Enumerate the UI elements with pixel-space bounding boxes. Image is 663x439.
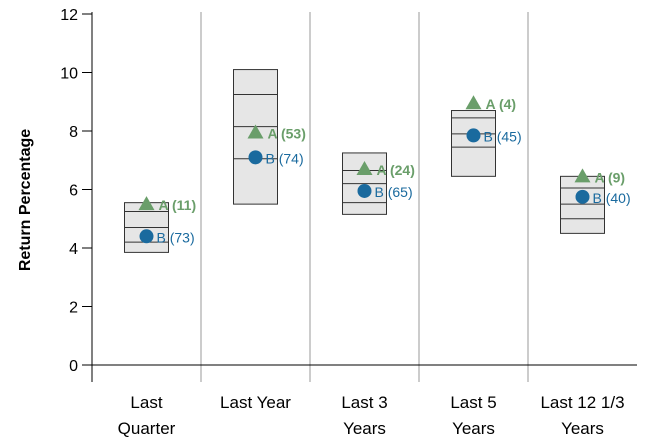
marker-b-circle bbox=[248, 150, 263, 165]
x-category-label: Quarter bbox=[118, 419, 176, 438]
marker-a-triangle bbox=[574, 168, 591, 183]
marker-a-triangle bbox=[247, 124, 264, 139]
x-category-label: Years bbox=[343, 419, 386, 438]
marker-a-triangle bbox=[138, 196, 155, 211]
marker-b-circle bbox=[466, 128, 481, 143]
marker-b-label: B (45) bbox=[484, 128, 522, 144]
marker-b-circle bbox=[575, 189, 590, 204]
x-category-label: Years bbox=[452, 419, 495, 438]
marker-a-label: A (9) bbox=[595, 169, 626, 185]
marker-a-label: A (11) bbox=[159, 197, 197, 213]
marker-b-label: B (40) bbox=[593, 190, 631, 206]
range-boxes bbox=[124, 69, 605, 253]
labels: Last Quarter Last Year Last 3 Years Last 5 Yea… bbox=[118, 96, 631, 438]
marker-b-label: B (74) bbox=[266, 150, 304, 166]
x-category-label: Last bbox=[130, 393, 162, 412]
y-tick-label: 12 bbox=[60, 7, 78, 24]
y-tick-label: 0 bbox=[69, 358, 78, 375]
marker-b-circle bbox=[357, 183, 372, 198]
axes: 0 2 4 6 8 10 12 bbox=[60, 7, 637, 382]
x-category-label: Last Year bbox=[220, 393, 291, 412]
marker-a-triangle bbox=[356, 161, 373, 176]
range-box bbox=[560, 175, 605, 234]
x-category-label: Last 5 bbox=[450, 393, 496, 412]
marker-b-label: B (65) bbox=[375, 184, 413, 200]
x-category-label: Years bbox=[561, 419, 604, 438]
marker-a-label: A (53) bbox=[268, 125, 306, 141]
markers bbox=[138, 95, 591, 244]
marker-a-label: A (4) bbox=[486, 96, 517, 112]
marker-a-triangle bbox=[465, 95, 482, 110]
x-category-label: Last 3 bbox=[341, 393, 387, 412]
y-tick-label: 2 bbox=[69, 300, 78, 317]
y-tick-label: 10 bbox=[60, 66, 78, 83]
marker-b-label: B (73) bbox=[157, 229, 195, 245]
y-tick-label: 4 bbox=[69, 241, 78, 258]
x-category-label: Last 12 1/3 bbox=[540, 393, 624, 412]
range-box bbox=[451, 110, 496, 177]
gridlines bbox=[200, 12, 529, 382]
y-tick-label: 8 bbox=[69, 124, 78, 141]
marker-a-label: A (24) bbox=[377, 162, 415, 178]
y-tick-label: 6 bbox=[69, 183, 78, 200]
marker-b-circle bbox=[139, 229, 154, 244]
y-axis-label: Return Percentage bbox=[17, 129, 34, 271]
